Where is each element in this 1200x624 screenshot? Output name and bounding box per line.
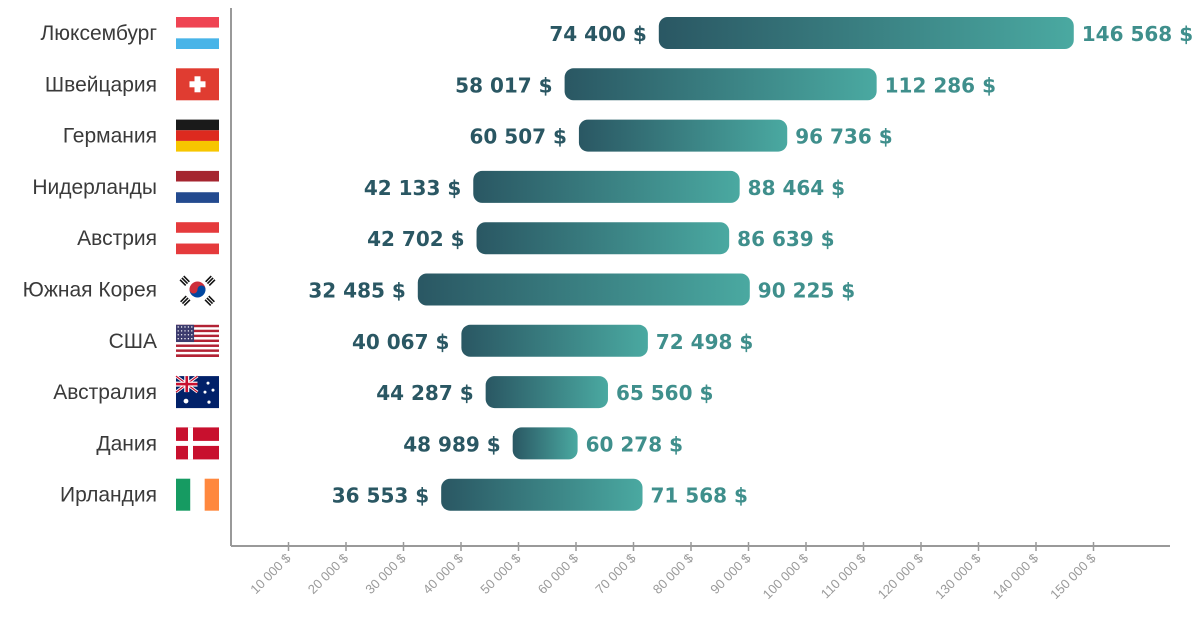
low-value-label: 42 702 $ (367, 227, 464, 251)
high-value-label: 90 225 $ (758, 279, 855, 303)
flag-denmark-icon (176, 427, 219, 460)
low-value-label: 58 017 $ (455, 73, 552, 97)
range-bar (485, 376, 608, 409)
x-tick-label: 10 000 $ (247, 550, 294, 597)
x-tick-label: 70 000 $ (592, 550, 639, 597)
x-tick-label: 110 000 $ (818, 550, 869, 601)
low-value-label: 32 485 $ (308, 279, 405, 303)
flag-switzerland-icon (176, 68, 219, 101)
range-bar (512, 427, 578, 460)
low-value-label: 44 287 $ (376, 381, 473, 405)
range-bar (441, 478, 643, 511)
low-value-label: 60 507 $ (469, 125, 566, 149)
x-tick-label: 120 000 $ (875, 550, 927, 602)
low-value-label: 74 400 $ (549, 22, 646, 46)
high-value-label: 146 568 $ (1082, 22, 1193, 46)
range-bar (473, 170, 740, 203)
country-label: Австрия (77, 227, 157, 250)
high-value-label: 112 286 $ (885, 73, 996, 97)
high-value-label: 60 278 $ (586, 432, 683, 456)
high-value-label: 88 464 $ (748, 176, 845, 200)
high-value-label: 65 560 $ (616, 381, 713, 405)
country-label: Дания (96, 432, 157, 455)
flag-australia-icon (175, 374, 219, 409)
range-bar (564, 68, 877, 101)
x-tick-label: 40 000 $ (420, 550, 467, 597)
high-value-label: 86 639 $ (737, 227, 834, 251)
flag-ireland-icon (176, 478, 219, 511)
high-value-label: 71 568 $ (651, 484, 748, 508)
x-tick-label: 100 000 $ (760, 550, 812, 602)
low-value-label: 48 989 $ (403, 432, 500, 456)
country-label: Южная Корея (23, 279, 157, 302)
flag-luxembourg-icon (176, 17, 219, 49)
low-value-label: 36 553 $ (332, 484, 429, 508)
range-bar (417, 273, 750, 306)
country-label: Германия (63, 125, 157, 148)
country-label: Швейцария (45, 73, 157, 96)
x-tick-label: 130 000 $ (932, 550, 984, 602)
country-label: Люксембург (40, 22, 157, 45)
country-label: Нидерланды (32, 176, 157, 199)
x-tick-label: 20 000 $ (305, 550, 352, 597)
flag-germany-icon (176, 119, 219, 152)
x-tick-label: 30 000 $ (362, 550, 409, 597)
x-tick-label: 150 000 $ (1047, 550, 1099, 602)
range-bar (476, 222, 730, 255)
low-value-label: 40 067 $ (352, 330, 449, 354)
x-tick-label: 140 000 $ (990, 550, 1042, 602)
x-tick-label: 90 000 $ (707, 550, 754, 597)
x-tick-label: 50 000 $ (477, 550, 524, 597)
flag-netherlands-icon (176, 170, 219, 203)
range-bar (578, 119, 788, 152)
x-tick-label: 60 000 $ (535, 550, 582, 597)
range-bar (658, 17, 1074, 49)
flag-south-korea-icon (176, 273, 219, 307)
range-bar (461, 324, 648, 357)
high-value-label: 96 736 $ (795, 125, 892, 149)
country-label: США (109, 330, 157, 353)
flag-austria-icon (176, 222, 219, 255)
country-label: Ирландия (60, 484, 157, 507)
flag-usa-icon (176, 324, 219, 357)
x-tick-label: 80 000 $ (650, 550, 697, 597)
high-value-label: 72 498 $ (656, 330, 753, 354)
country-label: Австралия (53, 381, 157, 404)
low-value-label: 42 133 $ (364, 176, 461, 200)
